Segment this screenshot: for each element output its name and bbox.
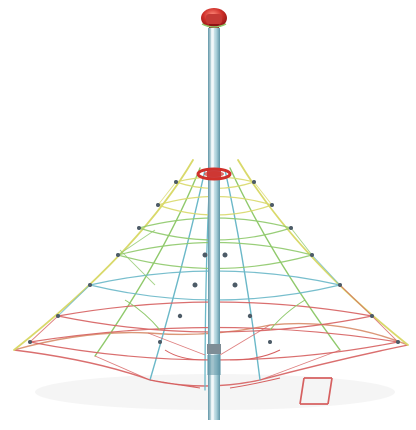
net-knots [28,180,400,344]
rope-details [124,299,306,389]
central-mast [207,28,221,420]
net-cross-ropes [29,181,399,381]
red-ladder-icon [299,377,333,405]
red-collar-icon [196,167,232,181]
red-top-cap-icon [201,8,227,28]
